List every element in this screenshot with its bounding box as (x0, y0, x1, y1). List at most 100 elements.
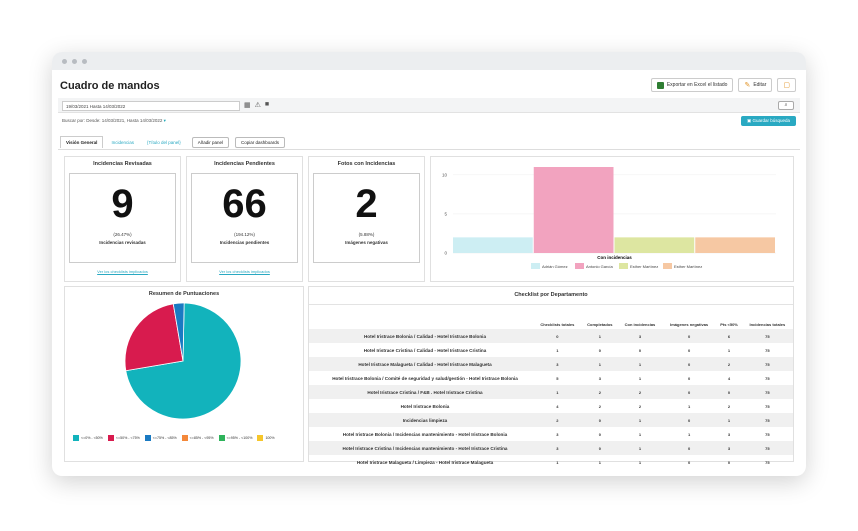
save-search-button[interactable]: ▣ Guardar búsqueda (740, 116, 796, 126)
pie-legend: <=0% - <50% <=50% - <75% <=75% - <85% <=85%… (73, 435, 275, 441)
value-cell: 3 (727, 431, 731, 437)
table-row[interactable]: Incidencias limpieza 2 0 1 0 1 75 (309, 413, 793, 427)
legend-swatch (107, 435, 114, 441)
y-tick-label: 5 (444, 211, 447, 216)
bar[interactable] (695, 237, 775, 253)
value-cell: 0 (688, 375, 691, 381)
search-value: Desde: 14/03/2021, Hasta 14/03/2022 (86, 118, 163, 123)
kpi-label: Incidencias pendientes (219, 240, 270, 245)
table-row[interactable]: Hotel Iristrace Cristina / Calidad - Hot… (309, 343, 793, 357)
filter-search-button[interactable]: ⌕ (778, 101, 794, 110)
edit-button[interactable]: ✎ Editar (738, 78, 773, 92)
window-dot-icon[interactable] (62, 58, 67, 64)
table-row[interactable]: Hotel Iristrace Cristina / F&B . Hotel I… (309, 385, 793, 399)
value-cell: 0 (661, 413, 717, 427)
pie-slice[interactable] (124, 303, 184, 372)
legend-swatch (257, 435, 264, 441)
table-row[interactable]: Hotel Iristrace Bolonia 4 2 2 1 2 75 (309, 399, 793, 413)
legend-item[interactable]: <=85% - <95% (181, 435, 214, 441)
value-cell: 75 (765, 375, 770, 381)
value-cell: 2 (638, 403, 642, 409)
value-cell: 75 (741, 441, 793, 455)
bar[interactable] (453, 237, 533, 253)
kpi-card-pendientes: Incidencias Pendientes 66 (194.12%) Inci… (186, 156, 303, 282)
value-cell: 2 (617, 385, 662, 399)
table-body: Hotel Iristrace Bolonia / Calidad - Hote… (309, 329, 793, 469)
column-header: Pts <50% (720, 321, 738, 327)
legend-label[interactable]: Adrián Gómez (542, 264, 568, 269)
value-cell: 1 (617, 357, 662, 371)
column-header: Completados (587, 321, 613, 327)
chevron-down-icon[interactable]: ▾ (163, 118, 166, 123)
options-button[interactable]: ▢ (777, 78, 796, 92)
value-cell: 3 (617, 329, 662, 343)
table-row[interactable]: Hotel Iristrace Bolonia / Calidad - Hote… (309, 329, 793, 343)
legend-item[interactable]: <=95% - <100% (218, 435, 252, 441)
value-cell: 0 (661, 329, 717, 343)
add-panel-button[interactable]: Añadir panel (191, 137, 230, 148)
value-cell: 1 (638, 459, 642, 465)
table-row[interactable]: Hotel Iristrace Bolonia / Incidencias ma… (309, 427, 793, 441)
date-range-input[interactable]: 19/03/2021 Hasta 14/03/2022 (62, 101, 240, 111)
calendar-icon[interactable]: ▦ (244, 102, 251, 109)
pie-slice[interactable] (172, 302, 185, 362)
stop-icon[interactable]: ■ (264, 101, 270, 108)
value-cell: 1 (638, 375, 642, 381)
y-tick-label: 0 (444, 251, 447, 256)
value-cell: 75 (765, 431, 770, 437)
table-row[interactable]: Hotel Iristrace Malagueta / Limpieza - H… (309, 455, 793, 469)
pie-chart-card: Resumen de Puntuaciones <=0% - <50% <=50%… (64, 286, 304, 462)
value-cell: 0 (688, 347, 691, 353)
warning-icon[interactable]: ⚠ (254, 102, 261, 109)
table-header-row: Checklists totales Completados Con inciden… (309, 319, 793, 329)
save-icon: ▣ (746, 118, 753, 123)
legend-item[interactable]: <=50% - <75% (107, 435, 140, 441)
value-cell: 75 (765, 403, 770, 409)
bar-chart: 0 5 10 Con incidencias Adrián Gómez Antonio G… (442, 167, 776, 269)
window-dot-icon[interactable] (72, 58, 77, 64)
value-cell: 4 (556, 403, 559, 409)
dept-cell: Hotel Iristrace Bolonia / Comité de segu… (332, 375, 518, 381)
kpi-box: 2 (5.88%) Imágenes negativas (313, 173, 420, 263)
tab-titulo-panel[interactable]: {Título del panel} (146, 140, 181, 145)
app-content: Cuadro de mandos Exportar en Excel el li… (58, 70, 800, 470)
kpi-link[interactable]: Ver los checklists implicados (219, 269, 270, 274)
copy-dashboards-button[interactable]: Copiar dashboards (235, 137, 286, 148)
column-header: Con incidencias (624, 321, 656, 327)
kpi-link[interactable]: Ver los checklists implicados (97, 269, 148, 274)
kpi-percent: (26.47%) (113, 232, 132, 237)
value-cell: 1 (638, 431, 642, 437)
legend-label[interactable]: Antonio García (586, 264, 613, 269)
legend-item[interactable]: <=75% - <85% (144, 435, 177, 441)
filter-icons: ▦ ⚠ ■ (244, 101, 269, 109)
page-title: Cuadro de mandos (60, 80, 160, 92)
bar[interactable] (614, 237, 695, 253)
legend-label: <=50% - <75% (115, 435, 140, 440)
dashboard-tabs: Visión General Incidencias {Título del p… (60, 136, 286, 148)
legend-item[interactable]: 100% (257, 435, 275, 441)
value-cell: 2 (598, 403, 601, 409)
value-cell: 3 (533, 357, 582, 371)
value-cell: 3 (716, 441, 742, 455)
table-row[interactable]: Hotel Iristrace Malagueta / Calidad - Ho… (309, 357, 793, 371)
table-row[interactable]: Hotel Iristrace Cristina / Incidencias m… (309, 441, 793, 455)
value-cell: 3 (556, 431, 559, 437)
legend-item[interactable]: <=0% - <50% (73, 435, 103, 441)
legend-swatch (218, 435, 225, 441)
legend-label[interactable]: Esther Martínez (630, 264, 658, 269)
value-cell: 1 (581, 357, 618, 371)
value-cell: 1 (598, 459, 601, 465)
tab-incidencias[interactable]: Incidencias (111, 140, 134, 145)
window-dot-icon[interactable] (82, 58, 87, 64)
legend-swatch (663, 263, 672, 269)
tab-vision-general[interactable]: Visión General (60, 136, 104, 148)
legend-label[interactable]: Esther Martínez (674, 264, 702, 269)
export-excel-button[interactable]: Exportar en Excel el listado (650, 78, 734, 92)
pie-chart (124, 302, 242, 420)
table-row[interactable]: Hotel Iristrace Bolonia / Comité de segu… (309, 371, 793, 385)
value-cell: 0 (716, 385, 742, 399)
browser-window: Cuadro de mandos Exportar en Excel el li… (52, 52, 806, 476)
value-cell: 3 (598, 375, 601, 381)
search-summary: Buscar por: Desde: 14/03/2021, Hasta 14/… (62, 118, 166, 124)
bar[interactable] (533, 167, 614, 253)
